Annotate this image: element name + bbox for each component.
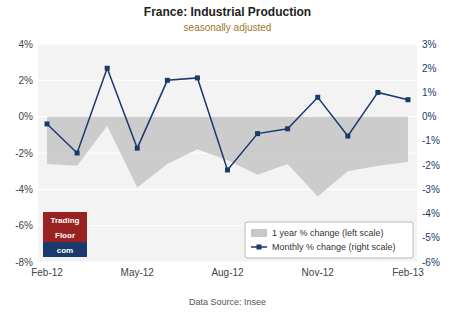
marker — [345, 134, 350, 139]
x-tick-label: Aug-12 — [211, 267, 244, 278]
marker — [195, 75, 200, 80]
chart: France: Industrial Production seasonally … — [0, 0, 455, 313]
legend-label: 1 year % change (left scale) — [272, 228, 384, 238]
title: France: Industrial Production — [144, 5, 311, 19]
grid-line — [38, 80, 417, 81]
y-tick-label: -6% — [15, 220, 33, 231]
marker — [165, 78, 170, 83]
area — [47, 117, 408, 197]
y2-tick-label: -4% — [422, 208, 440, 219]
grid-line — [38, 189, 417, 190]
plot-area — [38, 44, 417, 262]
line — [47, 68, 408, 170]
y-tick-label: 0% — [19, 111, 34, 122]
marker — [75, 151, 80, 156]
logo-block — [43, 212, 87, 227]
source: Data Source: Insee — [189, 297, 266, 307]
marker — [225, 167, 230, 172]
legend-frame — [245, 222, 413, 258]
y2-tick-label: -1% — [422, 135, 440, 146]
y2-tick-label: -6% — [422, 257, 440, 268]
y-tick-label: 2% — [19, 75, 34, 86]
grid — [38, 44, 417, 262]
marker — [135, 146, 140, 151]
logo-text: Trading — [51, 216, 80, 225]
x-tick-label: Feb-13 — [392, 267, 424, 278]
x-tick-label: Nov-12 — [302, 267, 335, 278]
marker — [315, 95, 320, 100]
y-tick-label: 4% — [19, 39, 34, 50]
y-tick-label: -2% — [15, 148, 33, 159]
logo-block — [43, 242, 87, 257]
marker — [405, 97, 410, 102]
marker — [255, 131, 260, 136]
legend-label: Monthly % change (right scale) — [272, 242, 396, 252]
legend-marker — [257, 245, 262, 250]
y-tick-label: -4% — [15, 184, 33, 195]
y2-tick-label: 2% — [422, 63, 437, 74]
logo-text: Floor — [55, 231, 75, 240]
legend: 1 year % change (left scale) Monthly % ch… — [245, 222, 413, 258]
subtitle: seasonally adjusted — [184, 22, 272, 33]
marker — [45, 121, 50, 126]
marker — [375, 90, 380, 95]
legend-swatch — [251, 229, 267, 237]
y-tick-label: -8% — [15, 257, 33, 268]
logo-block — [43, 227, 87, 242]
y2-tick-label: -2% — [422, 160, 440, 171]
y2-tick-label: -5% — [422, 232, 440, 243]
y2-tick-label: 0% — [422, 111, 437, 122]
grid-line — [38, 44, 417, 45]
y2-tick-label: -3% — [422, 184, 440, 195]
plot — [45, 66, 411, 197]
x-tick-label: Feb-12 — [31, 267, 63, 278]
y2-tick-label: 3% — [422, 39, 437, 50]
x-tick-label: May-12 — [121, 267, 155, 278]
marker — [285, 126, 290, 131]
grid-line — [38, 262, 417, 263]
logo-text: com — [57, 246, 73, 255]
background — [0, 0, 455, 313]
marker — [105, 66, 110, 71]
y2-tick-label: 1% — [422, 87, 437, 98]
